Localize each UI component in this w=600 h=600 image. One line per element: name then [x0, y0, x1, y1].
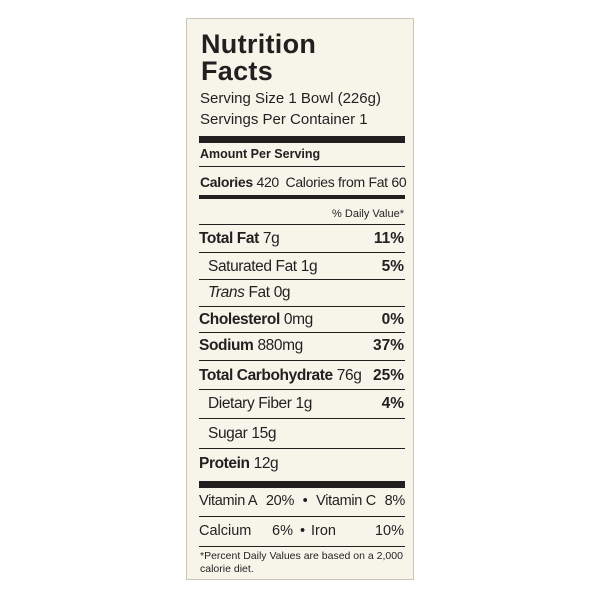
vitamin-dv: 20%: [265, 493, 295, 509]
nutrient-amount: 880mg: [257, 337, 303, 354]
nutrient-name: Cholesterol: [199, 311, 280, 328]
vitamin-dv: 6%: [272, 523, 293, 539]
nutrient-amount: 1g: [300, 258, 318, 275]
nutrient-name: Sodium: [199, 337, 254, 354]
value: 420: [256, 174, 279, 190]
medium-rule: [199, 195, 405, 199]
nutrient-name: Sugar: [208, 425, 248, 442]
footnote: *Percent Daily Values are based on a 2,0…: [200, 550, 403, 575]
daily-value-header: % Daily Value*: [332, 208, 404, 220]
title: Nutrition: [201, 29, 317, 59]
nutrient-row: Sodium 880mg: [199, 338, 303, 354]
nutrient-row: Protein 12g: [199, 455, 279, 472]
rule: [199, 418, 405, 419]
amount-per-serving: Amount Per Serving: [200, 147, 321, 161]
thick-rule: [199, 136, 405, 143]
label: Servings Per Container: [200, 111, 356, 128]
value: 1 Bowl (226g): [288, 90, 381, 107]
nutrient-name-italic: Trans: [208, 284, 245, 301]
label: Serving Size: [200, 90, 285, 107]
vitamin-row: Vitamin A 20% • Vitamin C 8%: [199, 494, 405, 509]
nutrient-row: Trans Fat 0g: [208, 284, 291, 301]
vitamin-name: Vitamin C: [316, 493, 376, 509]
rule: [199, 279, 405, 280]
thick-rule: [199, 481, 405, 488]
nutrient-row: Total Carbohydrate 76g: [199, 367, 362, 384]
rule: [199, 332, 405, 333]
nutrient-row: Cholesterol 0mg: [199, 312, 313, 328]
nutrient-row: Sugar 15g: [208, 426, 276, 442]
rule: [199, 448, 405, 449]
vitamin-dv: 8%: [384, 493, 406, 509]
servings-per-container: Servings Per Container 1: [200, 112, 368, 127]
rule: [199, 252, 405, 253]
nutrient-name: Dietary Fiber: [208, 395, 292, 412]
label: Calories from Fat: [285, 174, 389, 190]
rule: [199, 166, 405, 167]
nutrient-amount: 0mg: [283, 311, 313, 328]
separator: •: [302, 493, 308, 509]
vitamin-dv: 10%: [374, 523, 404, 539]
nutrient-name: Total Fat: [199, 230, 259, 247]
nutrient-name: Total Carbohydrate: [199, 367, 333, 384]
rule: [199, 305, 405, 307]
nutrient-row: Total Fat 7g: [199, 230, 280, 247]
nutrient-amount: 76g: [336, 367, 362, 384]
nutrient-amount: 15g: [251, 425, 277, 442]
daily-value: 37%: [372, 337, 404, 354]
nutrient-row: Dietary Fiber 1g: [208, 396, 312, 412]
nutrition-label: Nutrition Facts Serving Size 1 Bowl (226…: [186, 18, 414, 580]
daily-value: 4%: [381, 395, 404, 412]
label: Calories: [200, 174, 253, 190]
vitamin-name: Iron: [311, 523, 336, 539]
rule: [199, 360, 405, 361]
nutrient-amount: 0g: [273, 284, 291, 301]
rule: [199, 224, 405, 225]
nutrient-name: Protein: [199, 455, 250, 472]
daily-value: 0%: [381, 311, 404, 328]
value: 1: [359, 111, 368, 128]
title: Facts: [201, 56, 274, 86]
separator: •: [300, 523, 306, 539]
calories-row: Calories 420 Calories from Fat 60: [200, 174, 407, 190]
rule: [199, 546, 405, 547]
rule: [199, 389, 405, 390]
rule: [199, 516, 405, 517]
daily-value: 11%: [373, 230, 404, 247]
nutrient-row: Saturated Fat 1g: [208, 258, 318, 275]
daily-value: 5%: [381, 258, 404, 275]
nutrient-amount: 1g: [295, 395, 313, 412]
vitamin-name: Calcium: [199, 523, 252, 539]
nutrient-name: Saturated Fat: [208, 258, 297, 275]
value: 60: [391, 174, 407, 190]
serving-size: Serving Size 1 Bowl (226g): [200, 91, 381, 106]
nutrient-amount: 12g: [253, 455, 279, 472]
daily-value: 25%: [372, 367, 404, 384]
nutrient-name: Fat: [248, 284, 270, 301]
nutrient-amount: 7g: [262, 230, 280, 247]
vitamin-name: Vitamin A: [199, 493, 258, 509]
